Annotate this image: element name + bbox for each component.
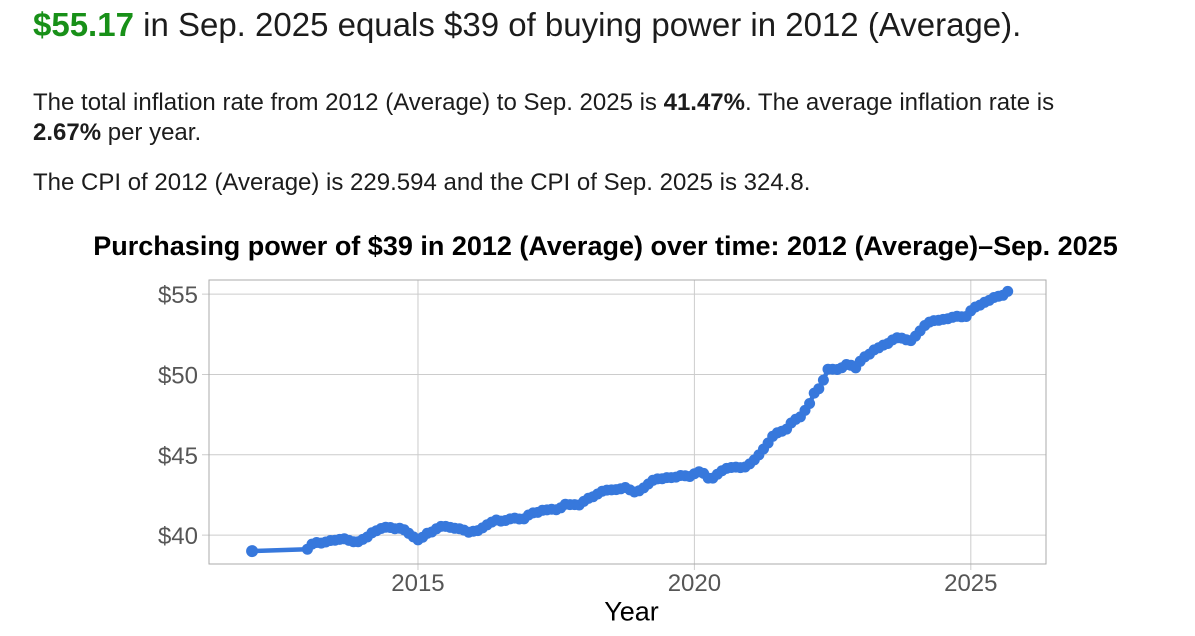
x-axis-tick-label: 2020 bbox=[668, 570, 721, 597]
page-title: $55.17 in Sep. 2025 equals $39 of buying… bbox=[33, 5, 1021, 45]
page-title-rest: in Sep. 2025 equals $39 of buying power … bbox=[133, 6, 1022, 43]
purchasing-power-chart: $40 $45 $50 $55 2015 2020 2025 Year bbox=[158, 279, 1047, 627]
y-axis-tick-label: $45 bbox=[158, 443, 198, 470]
data-point bbox=[804, 398, 816, 409]
inflation-rate-summary: The total inflation rate from 2012 (Aver… bbox=[33, 88, 1093, 148]
summary-text: The total inflation rate from 2012 (Aver… bbox=[33, 89, 664, 116]
cpi-summary: The CPI of 2012 (Average) is 229.594 and… bbox=[33, 169, 811, 196]
adjusted-amount: $55.17 bbox=[33, 6, 134, 43]
x-axis-tick-label: 2015 bbox=[391, 570, 444, 597]
x-axis-tick-label: 2025 bbox=[944, 570, 997, 597]
y-axis-tick-label: $55 bbox=[158, 282, 198, 309]
y-axis-tick-label: $40 bbox=[158, 523, 198, 550]
summary-text: per year. bbox=[101, 119, 202, 146]
average-inflation-rate-value: 2.67% bbox=[33, 119, 102, 146]
data-point bbox=[246, 545, 259, 558]
total-inflation-rate-value: 41.47% bbox=[663, 89, 745, 116]
x-axis-title: Year bbox=[604, 597, 659, 627]
plot-area-border bbox=[208, 279, 1047, 565]
data-point bbox=[1002, 285, 1014, 297]
data-point bbox=[817, 374, 829, 386]
chart-title: Purchasing power of $39 in 2012 (Average… bbox=[93, 231, 1118, 261]
data-point bbox=[813, 383, 825, 395]
buying-power-line bbox=[249, 289, 1010, 554]
y-axis-tick-label: $50 bbox=[158, 362, 198, 389]
summary-text: . The average inflation rate is bbox=[745, 89, 1055, 116]
